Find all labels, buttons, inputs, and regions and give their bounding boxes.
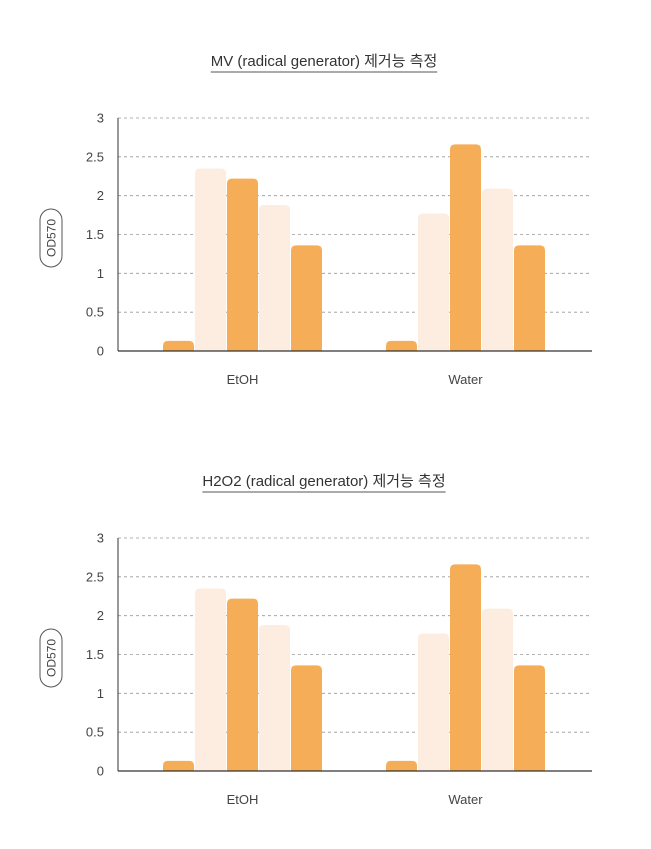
- y-tick-label: 0.5: [86, 305, 104, 320]
- bar: [291, 665, 322, 771]
- bar: [450, 144, 481, 351]
- bar: [195, 588, 226, 771]
- y-axis-label: OD570: [39, 628, 63, 688]
- bar: [450, 564, 481, 771]
- x-category-label: Water: [448, 792, 483, 807]
- bar: [259, 204, 290, 351]
- bar: [259, 624, 290, 771]
- x-category-label: EtOH: [227, 372, 259, 387]
- y-tick-label: 1.5: [86, 227, 104, 242]
- chart-title: H2O2 (radical generator) 제거능 측정: [202, 473, 445, 490]
- y-tick-label: 2.5: [86, 149, 104, 164]
- bar: [291, 245, 322, 351]
- y-tick-label: 1.5: [86, 647, 104, 662]
- chart-h2o2: H2O2 (radical generator) 제거능 측정 0 0.5 1 1.5 2…: [39, 473, 592, 807]
- bar: [514, 245, 545, 351]
- bar: [386, 340, 417, 351]
- y-tick-label: 2: [97, 608, 104, 623]
- bar: [227, 178, 258, 351]
- y-axis-label: OD570: [39, 208, 63, 268]
- bar: [482, 608, 513, 771]
- chart-mv: MV (radical generator) 제거능 측정 0 0.5 1 1.5 2 2.…: [39, 53, 592, 387]
- y-tick-label: 1: [97, 686, 104, 701]
- y-tick-label: 1: [97, 266, 104, 281]
- y-axis-label-text: OD570: [45, 219, 59, 257]
- y-tick-label: 3: [97, 531, 104, 546]
- bar: [227, 598, 258, 771]
- bar: [163, 760, 194, 771]
- y-axis-label-pill: [39, 628, 63, 688]
- y-axis-label-text: OD570: [45, 639, 59, 677]
- y-axis-label-pill: [39, 208, 63, 268]
- x-category-label: EtOH: [227, 792, 259, 807]
- chart-title: MV (radical generator) 제거능 측정: [211, 53, 438, 70]
- y-tick-label: 2.5: [86, 569, 104, 584]
- bar: [418, 633, 449, 771]
- y-tick-label: 2: [97, 188, 104, 203]
- bar: [482, 188, 513, 351]
- y-tick-label: 0: [97, 344, 104, 359]
- bar: [163, 340, 194, 351]
- y-tick-label: 0: [97, 764, 104, 779]
- bar: [386, 760, 417, 771]
- bar: [418, 213, 449, 351]
- bar: [514, 665, 545, 771]
- y-tick-label: 3: [97, 111, 104, 126]
- x-category-label: Water: [448, 372, 483, 387]
- y-tick-label: 0.5: [86, 725, 104, 740]
- bar: [195, 168, 226, 351]
